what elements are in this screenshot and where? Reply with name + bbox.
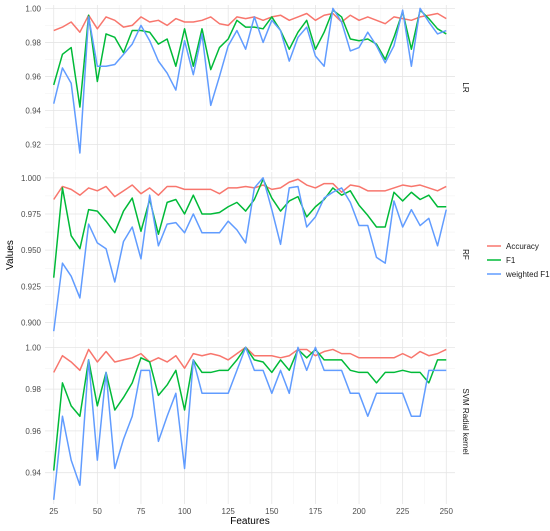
panels: 0.920.940.960.981.00LR0.9000.9250.9500.9…: [21, 4, 470, 516]
series-line-accuracy: [53, 12, 447, 33]
y-tick-label: 0.925: [21, 282, 42, 291]
series-line-f1: [52, 9, 447, 108]
series-line-accuracy: [53, 178, 447, 200]
series-line-f1: [52, 346, 447, 471]
y-tick-label: 0.975: [21, 210, 42, 219]
y-tick-label: 0.98: [25, 385, 41, 394]
legend-label: weighted F1: [505, 270, 550, 279]
legend: Accuracy F1 weighted F1: [487, 242, 550, 279]
x-tick-label: 50: [93, 507, 102, 516]
x-tick-label: 25: [49, 507, 58, 516]
y-tick-label: 0.900: [21, 319, 42, 328]
x-tick-label: 250: [440, 507, 454, 516]
legend-label: F1: [506, 256, 516, 265]
x-tick-label: 150: [265, 507, 279, 516]
series-line-accuracy: [53, 346, 447, 373]
y-tick-label: 1.000: [21, 174, 42, 183]
y-tick-label: 0.96: [25, 72, 41, 81]
series-line-weighted-f1: [52, 177, 448, 332]
panel-1: 0.92 0.94 0.96 0.98 1.00 LR: [25, 4, 470, 170]
panel-2: 0.900 0.925 0.950 0.975 1.000 RF: [21, 172, 470, 337]
x-tick-label: 100: [178, 507, 192, 516]
facet-strip-label: RF: [461, 249, 470, 260]
series-line-weighted-f1: [52, 346, 447, 500]
x-tick-label: 225: [396, 507, 410, 516]
y-tick-label: 0.950: [21, 246, 42, 255]
facet-strip-label: LR: [461, 82, 470, 92]
y-tick-label: 0.96: [25, 427, 41, 436]
x-tick-label: 200: [352, 507, 366, 516]
panel-3: 0.94 0.96 0.98 1.00 SVM Radial kernel: [25, 339, 470, 504]
y-tick-label: 1.00: [25, 343, 41, 352]
y-tick-label: 1.00: [25, 4, 41, 13]
y-axis-title: Values: [5, 240, 16, 270]
y-tick-label: 0.94: [25, 469, 41, 478]
x-tick-label: 75: [137, 507, 146, 516]
series-line-weighted-f1: [52, 7, 447, 154]
y-tick-label: 0.98: [25, 38, 41, 47]
x-axis-title: Features: [230, 516, 269, 527]
y-tick-label: 0.94: [25, 106, 41, 115]
y-tick-label: 0.92: [25, 140, 41, 149]
x-tick-label: 175: [309, 507, 323, 516]
series-line-f1: [52, 178, 447, 278]
facet-strip-label: SVM Radial kernel: [461, 388, 470, 454]
x-tick-label: 125: [222, 507, 236, 516]
legend-label: Accuracy: [506, 242, 539, 251]
